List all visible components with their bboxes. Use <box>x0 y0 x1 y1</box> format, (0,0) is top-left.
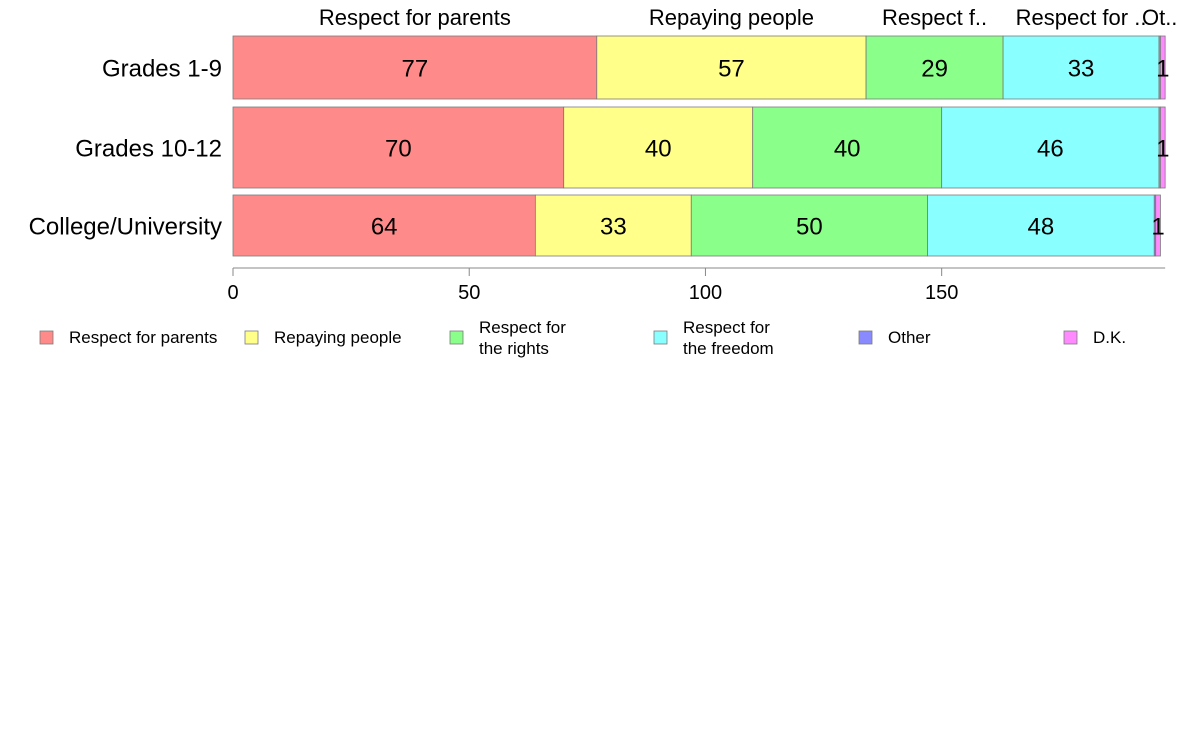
value-label-d-k-grades-10-12: 1 <box>1156 136 1169 163</box>
bar-respect-for-the-freedom-grades-10-12 <box>941 106 1160 189</box>
legend-label-line: Repaying people <box>274 328 402 347</box>
bar-respect-for-the-freedom-grades-1-9 <box>1002 35 1160 100</box>
legend-swatch-respect-for-the-freedom <box>653 330 668 345</box>
legend-swatch-respect-for-parents <box>39 330 54 345</box>
legend-label-repaying-people: Repaying people <box>274 328 402 347</box>
bar-respect-for-the-freedom-college-university <box>927 194 1155 257</box>
value-label-respect-for-parents-grades-10-12: 70 <box>385 136 412 163</box>
bar-respect-for-parents-grades-10-12 <box>232 106 565 189</box>
legend-label-d-k: D.K. <box>1093 328 1126 347</box>
bar-d-k-grades-1-9 <box>1160 35 1166 100</box>
top-label-respect-for-parents: Respect for parents <box>319 5 511 30</box>
legend-swatch-respect-for-the-rights <box>449 330 464 345</box>
legend-label-line: Respect for <box>683 318 770 337</box>
x-tick-label-50: 50 <box>458 282 480 304</box>
top-label-respect-for-the-rights: Respect f.. <box>882 5 987 30</box>
value-label-repaying-people-grades-1-9: 57 <box>718 56 745 83</box>
legend-label-respect-for-the-freedom: Respect for the freedom <box>683 318 774 358</box>
value-label-respect-for-the-rights-grades-1-9: 29 <box>921 56 948 83</box>
x-tick-label-0: 0 <box>227 282 238 304</box>
bar-respect-for-parents-grades-1-9 <box>232 35 598 100</box>
legend-swatch-other <box>858 330 873 345</box>
bar-repaying-people-college-university <box>534 194 692 257</box>
bar-respect-for-the-rights-grades-10-12 <box>752 106 943 189</box>
value-label-respect-for-the-rights-grades-10-12: 40 <box>834 136 861 163</box>
bar-repaying-people-grades-10-12 <box>563 106 754 189</box>
value-label-respect-for-the-freedom-college-university: 48 <box>1028 214 1055 241</box>
legend-label-line: the freedom <box>683 339 774 358</box>
top-label-other: Ot.. <box>1142 5 1177 30</box>
legend-swatch-repaying-people <box>244 330 259 345</box>
bar-respect-for-the-rights-college-university <box>690 194 928 257</box>
top-label-repaying-people: Repaying people <box>649 5 814 30</box>
category-label-grades-1-9: Grades 1-9 <box>102 56 222 83</box>
value-label-d-k-grades-1-9: 1 <box>1156 56 1169 83</box>
value-label-respect-for-the-freedom-grades-10-12: 46 <box>1037 136 1064 163</box>
value-label-repaying-people-grades-10-12: 40 <box>645 136 672 163</box>
value-label-repaying-people-college-university: 33 <box>600 214 627 241</box>
legend-swatch-d-k <box>1063 330 1078 345</box>
bar-respect-for-the-rights-grades-1-9 <box>865 35 1004 100</box>
value-label-respect-for-parents-college-university: 64 <box>371 214 398 241</box>
value-label-d-k-college-university: 1 <box>1151 214 1164 241</box>
x-tick-label-100: 100 <box>689 282 722 304</box>
legend-label-line: the rights <box>479 339 549 358</box>
bar-d-k-grades-10-12 <box>1160 106 1166 189</box>
legend-label-respect-for-parents: Respect for parents <box>69 328 217 347</box>
bar-d-k-college-university <box>1155 194 1161 257</box>
legend-label-respect-for-the-rights: Respect for the rights <box>479 318 566 358</box>
top-label-respect-for-the-freedom: Respect for .. <box>1016 5 1147 30</box>
category-label-college-university: College/University <box>29 214 222 241</box>
category-label-grades-10-12: Grades 10-12 <box>75 136 222 163</box>
legend-label-line: D.K. <box>1093 328 1126 347</box>
legend-label-line: Other <box>888 328 931 347</box>
legend-label-other: Other <box>888 328 931 347</box>
bar-repaying-people-grades-1-9 <box>596 35 867 100</box>
value-label-respect-for-the-rights-college-university: 50 <box>796 214 823 241</box>
value-label-respect-for-parents-grades-1-9: 77 <box>402 56 429 83</box>
legend-label-line: Respect for <box>479 318 566 337</box>
value-label-respect-for-the-freedom-grades-1-9: 33 <box>1068 56 1095 83</box>
legend-label-line: Respect for parents <box>69 328 217 347</box>
x-tick-label-150: 150 <box>925 282 958 304</box>
